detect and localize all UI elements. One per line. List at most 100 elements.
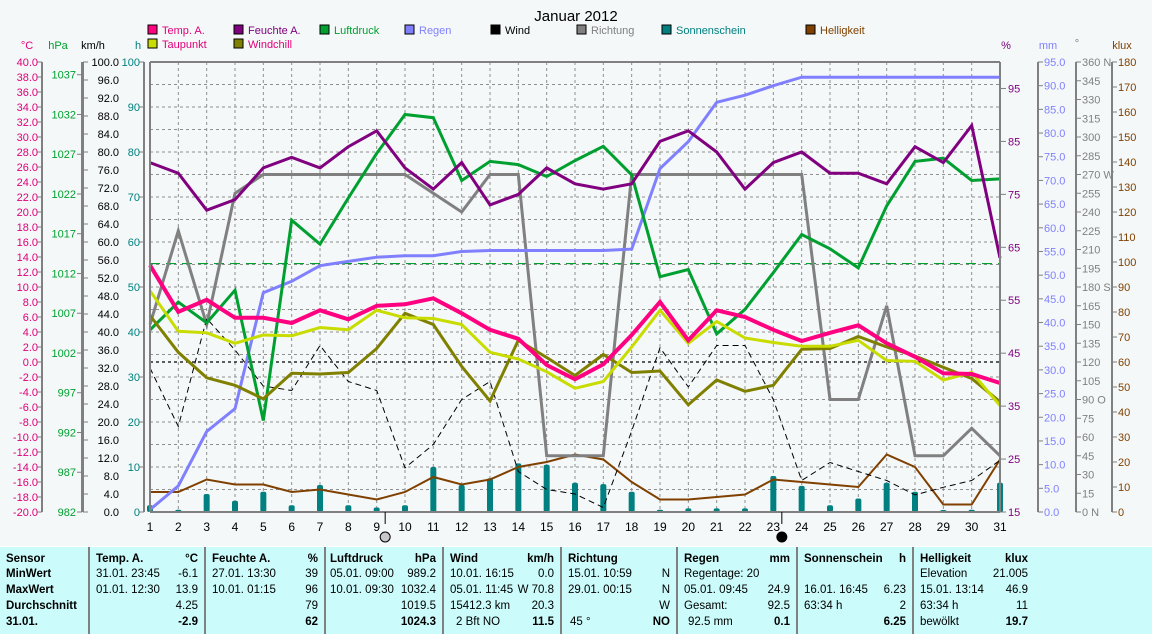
tick-label: 40 (1118, 407, 1130, 419)
x-tick-label: 15 (540, 520, 554, 534)
direction-max: N (661, 584, 670, 596)
humidity-min: 39 (305, 568, 318, 580)
tick-label: 64.0 (98, 219, 119, 231)
tick-label: -12.0 (13, 447, 38, 459)
x-tick-label: 16 (568, 520, 582, 534)
tick-label: 180 S (1082, 282, 1111, 294)
brightness-elev: 21.005 (992, 568, 1028, 580)
legend-swatch (490, 24, 501, 35)
tick-label: 48.0 (98, 291, 119, 303)
wind-distance: 15412.3 km (450, 600, 511, 612)
rain-month: 92.5 mm (688, 616, 733, 628)
tick-label: 1022 (52, 189, 76, 201)
pressure-max-time: 10.01. 09:30 (330, 584, 394, 596)
tick-label: 997 (58, 388, 76, 400)
tick-label: 32.0 (17, 117, 38, 129)
tick-label: 0 N (1082, 507, 1099, 519)
tick-label: 90 O (1082, 395, 1106, 407)
tick-label: -8.0 (19, 417, 38, 429)
tick-label: 52.0 (98, 273, 119, 285)
legend-label: Regen (419, 25, 451, 37)
tick-label: 285 (1082, 151, 1100, 163)
tick-label: 12.0 (98, 453, 119, 465)
tick-label: 35 (1008, 401, 1020, 413)
tick-label: 92.0 (98, 93, 119, 105)
pressure-min-time: 05.01. 09:00 (330, 568, 394, 580)
series-temp-a (148, 264, 1001, 385)
tick-label: 26.0 (17, 162, 38, 174)
tick-label: 80.0 (98, 147, 119, 159)
pressure-title: Luftdruck (330, 553, 384, 565)
tick-label: 90 (1118, 282, 1130, 294)
axis-temp: 40.0 38.0 36.0 34.0 32.0 30.0 28.0 26.0 24.0 22.0… (13, 57, 43, 519)
tick-label: -2.0 (19, 372, 38, 384)
temp-unit: °C (185, 553, 198, 565)
tick-label: 34.0 (17, 102, 38, 114)
tick-label: 24.0 (17, 177, 38, 189)
humidity-max: 96 (305, 584, 318, 596)
tick-label: 992 (58, 427, 76, 439)
tick-label: 32.0 (98, 363, 119, 375)
direction-deg: 45 ° (570, 616, 591, 628)
tick-label: 75 (1082, 413, 1094, 425)
x-tick-label: 24 (795, 520, 809, 534)
stats-labels: Sensor MinWert MaxWert Durchschnitt 31.0… (0, 547, 88, 634)
pressure-unit: hPa (414, 553, 436, 565)
tick-label: 225 (1082, 226, 1100, 238)
tick-label: 10.0 (17, 282, 38, 294)
legend-swatch (661, 24, 672, 35)
tick-label: 60 (128, 237, 140, 249)
stats-wind: Wind km/h 10.01. 16:15 0.0 05.01. 11:45 W 7… (444, 547, 560, 634)
sunshine-bar (288, 505, 295, 512)
tick-label: 72.0 (98, 183, 119, 195)
tick-label: 40.0 (17, 57, 38, 69)
tick-label: 120 (1118, 207, 1136, 219)
label-min: MinWert (6, 568, 52, 580)
x-tick-label: 21 (710, 520, 724, 534)
tick-label: 1032 (52, 109, 76, 121)
stats-direction: Richtung 15.01. 10:59 N 29.01. 00:15 N W 4… (562, 547, 676, 634)
tick-label: 195 (1082, 263, 1100, 275)
humidity-title: Feuchte A. (212, 553, 271, 565)
tick-label: 6.0 (23, 312, 38, 324)
tick-label: 180 (1118, 57, 1136, 69)
tick-label: 22.0 (17, 192, 38, 204)
axis-unit: km/h (81, 40, 105, 52)
axis-unit: ° (1075, 38, 1079, 50)
pressure-min: 989.2 (407, 568, 436, 580)
humidity-max-time: 10.01. 01:15 (212, 584, 276, 596)
x-tick-label: 26 (852, 520, 866, 534)
series-taupunkt (148, 289, 1002, 407)
tick-label: 1037 (52, 70, 76, 82)
sun-unit: h (898, 553, 906, 565)
tick-label: 360 N (1082, 57, 1111, 69)
tick-label: 0 (1118, 507, 1124, 519)
legend-item: Helligkeit (805, 24, 865, 37)
axis-direction: 360 N 345 330 315 300 285 270 W 255 240 225 210 195… (1075, 57, 1114, 519)
series-luftdruck (148, 112, 1001, 421)
sunshine-bar (543, 464, 550, 512)
tick-label: 30.0 (17, 132, 38, 144)
tick-label: 0.0 (23, 357, 38, 369)
series-wind (149, 317, 1001, 509)
tick-label: 45 (1082, 451, 1094, 463)
divider (88, 547, 90, 634)
tick-label: 68.0 (98, 201, 119, 213)
temp-title: Temp. A. (96, 553, 144, 565)
x-tick-label: 4 (232, 520, 239, 534)
legend-item: Feuchte A. (233, 24, 301, 37)
x-tick-label: 20 (682, 520, 696, 534)
tick-label: 80 (1118, 307, 1130, 319)
tick-label: 130 (1118, 182, 1136, 194)
tick-label: 15 (1008, 507, 1020, 519)
tick-label: 300 (1082, 132, 1100, 144)
tick-label: 75.0 (1044, 152, 1065, 164)
tick-label: 100 (1118, 257, 1136, 269)
tick-label: 15.0 (1044, 436, 1065, 448)
sun-current: 6.25 (883, 616, 906, 628)
tick-label: 24.0 (98, 399, 119, 411)
brightness-current: 19.7 (1005, 616, 1028, 628)
tick-label: 40.0 (98, 327, 119, 339)
series-feuchte-a (149, 122, 1002, 259)
wind-unit: km/h (527, 553, 554, 565)
